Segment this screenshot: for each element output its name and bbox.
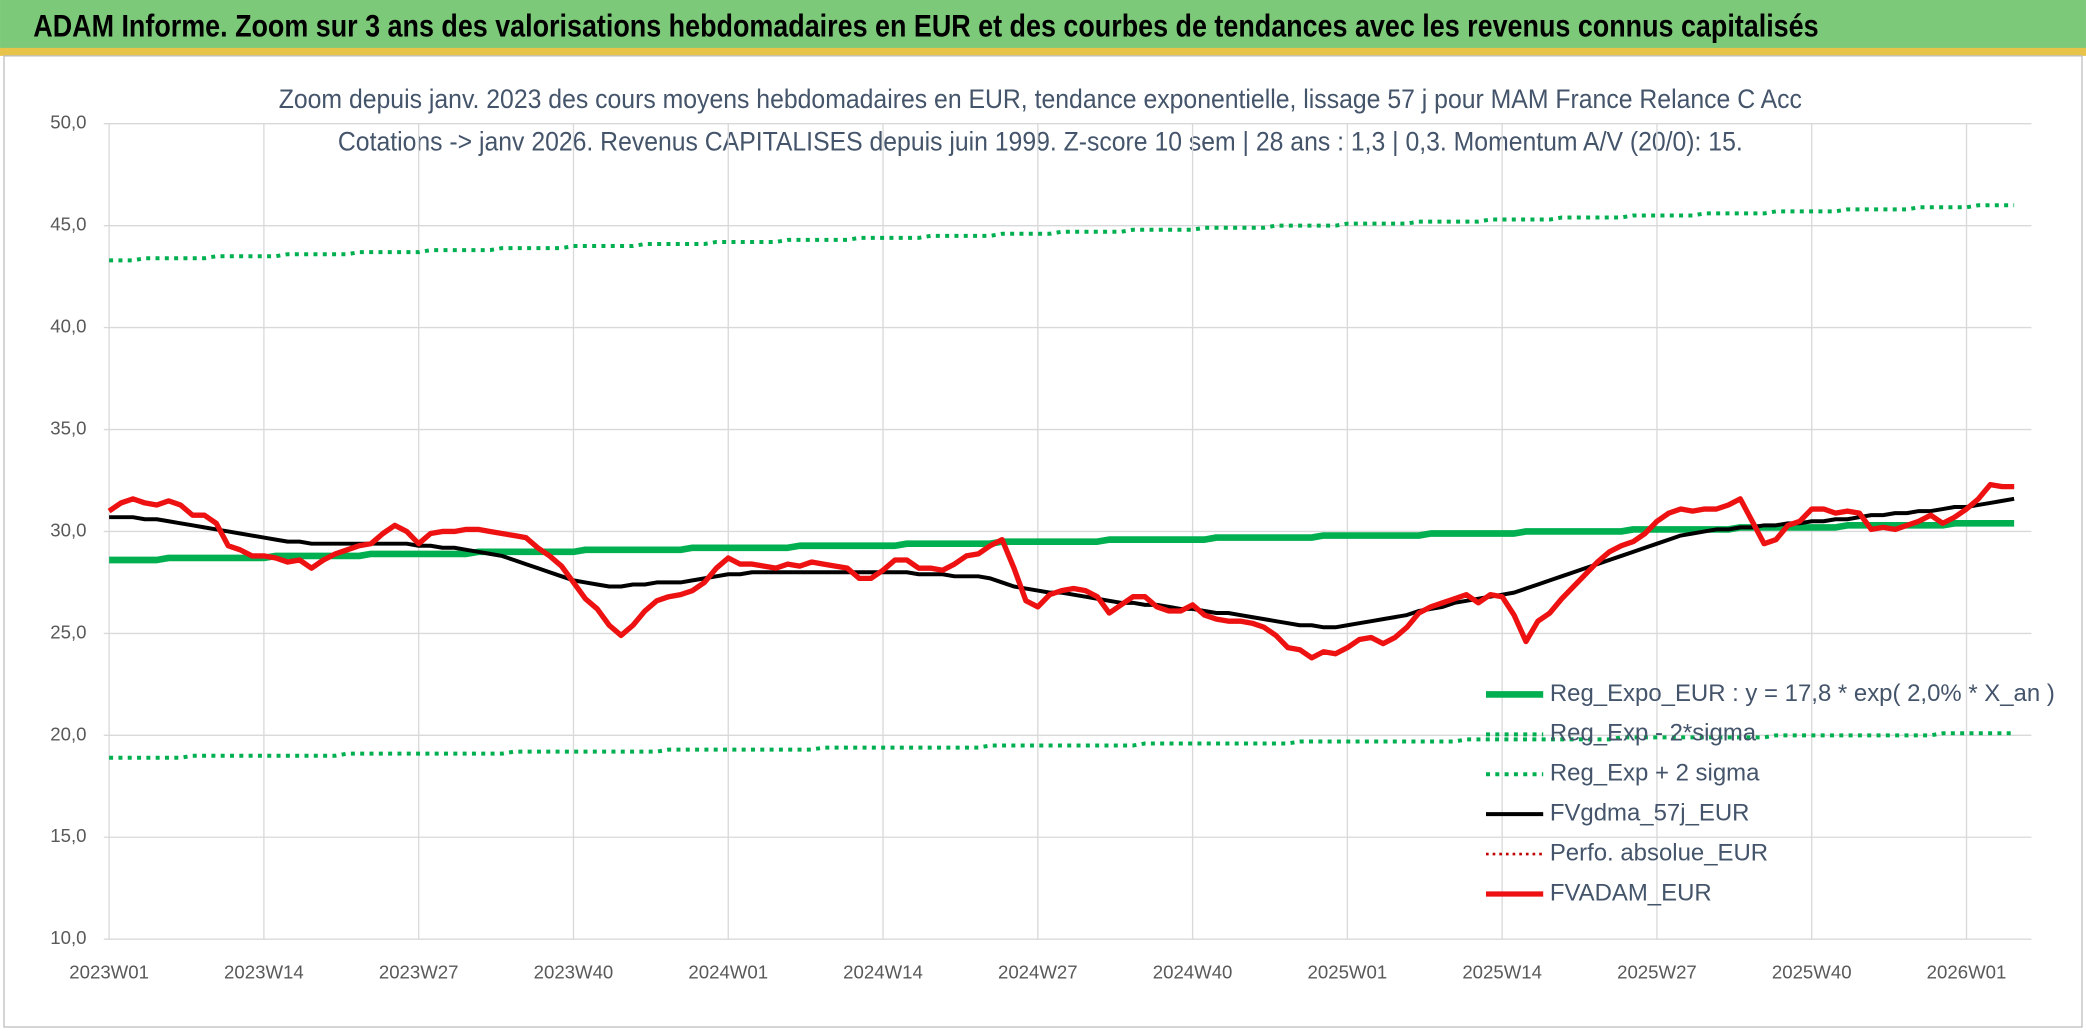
header-band [0,0,2086,54]
x-tick-label: 2024W27 [998,962,1078,983]
legend-label: Reg_Expo_EUR : y = 17,8 * exp( 2,0% * X_… [1550,680,2055,707]
x-tick-label: 2026W01 [1927,962,2007,983]
x-tick-label: 2023W01 [69,962,149,983]
y-tick-label: 45,0 [50,214,86,235]
x-tick-label: 2023W27 [379,962,459,983]
header-accent [0,47,2086,56]
x-tick-label: 2025W14 [1462,962,1542,983]
legend-label: FVgdma_57j_EUR [1550,799,1750,826]
chart-title: ADAM Informe. Zoom sur 3 ans des valoris… [33,7,1818,43]
x-tick-label: 2025W01 [1308,962,1388,983]
chart-subtitle: Zoom depuis janv. 2023 des cours moyens … [279,84,1802,114]
chart-subtitle: Cotations -> janv 2026. Revenus CAPITALI… [338,127,1743,157]
series-line [107,481,2015,661]
legend-label: Perfo. absolue_EUR [1550,839,1768,866]
series-line [109,731,2015,760]
y-tick-label: 20,0 [50,723,86,744]
y-tick-label: 30,0 [50,519,86,540]
x-tick-label: 2024W40 [1153,962,1233,983]
y-tick-label: 25,0 [50,621,86,642]
series-line [109,203,2015,263]
y-tick-label: 15,0 [50,825,86,846]
x-tick-label: 2023W40 [534,962,614,983]
legend-label: Reg_Exp + 2 sigma [1550,760,1760,787]
legend-label: FVADAM_EUR [1550,879,1712,906]
y-tick-label: 35,0 [50,417,86,438]
x-tick-label: 2024W14 [843,962,923,983]
x-tick-label: 2024W01 [688,962,768,983]
legend-label: Reg_Exp - 2*sigma [1550,720,1757,747]
series-line [109,519,2015,564]
x-tick-label: 2023W14 [224,962,304,983]
x-tick-label: 2025W40 [1772,962,1852,983]
x-tick-label: 2025W27 [1617,962,1697,983]
y-tick-label: 10,0 [50,927,86,948]
y-tick-label: 40,0 [50,316,86,337]
y-tick-label: 50,0 [50,112,86,133]
